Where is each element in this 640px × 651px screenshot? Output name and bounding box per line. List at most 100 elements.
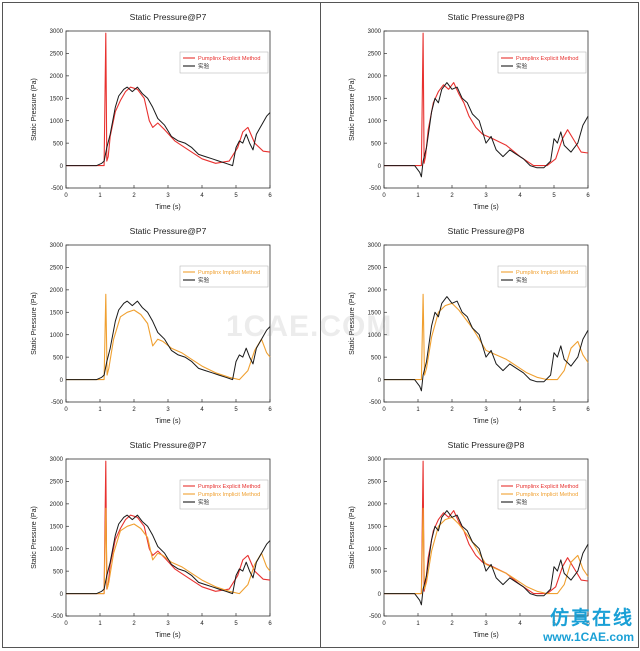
y-tick-label: 1500	[368, 310, 382, 316]
y-tick-label: 2500	[368, 266, 382, 272]
x-tick-label: 0	[64, 621, 68, 627]
chart-svg: Static Pressure@P8-500050010001500200025…	[349, 12, 590, 211]
y-axis-label: Static Pressure (Pa)	[349, 78, 356, 141]
x-axis-label: Time (s)	[473, 418, 498, 425]
left-panel-frame	[2, 2, 321, 648]
x-axis-label: Time (s)	[155, 204, 180, 211]
x-tick-label: 1	[416, 621, 420, 627]
x-tick-label: 5	[234, 407, 238, 413]
y-tick-label: 500	[371, 569, 382, 575]
y-tick-label: 500	[53, 569, 64, 575]
series-line-explicit	[384, 32, 589, 167]
right-panel-frame	[320, 2, 639, 648]
y-tick-label: -500	[369, 400, 382, 406]
chart-svg: Static Pressure@P7-500050010001500200025…	[31, 226, 272, 425]
y-tick-label: 3000	[50, 457, 64, 463]
y-tick-label: 2500	[368, 52, 382, 58]
chart-svg: Static Pressure@P8-500050010001500200025…	[349, 226, 590, 425]
y-tick-label: 500	[53, 141, 64, 147]
x-tick-label: 3	[484, 407, 488, 413]
y-tick-label: 1000	[368, 119, 382, 125]
x-tick-label: 1	[98, 407, 102, 413]
y-tick-label: -500	[369, 614, 382, 620]
chart-title: Static Pressure@P7	[130, 226, 207, 236]
series-line-experiment	[66, 514, 271, 595]
y-axis-label: Static Pressure (Pa)	[31, 78, 38, 141]
chart-p8-implicit: Static Pressure@P8 -500 0 500 1000 1500 2000 25…	[320, 220, 638, 432]
y-tick-label: 2000	[368, 288, 382, 294]
x-tick-label: 4	[200, 407, 204, 413]
legend-label-experiment: 实验	[516, 62, 528, 70]
legend-label-explicit: Pumplinx Explicit Method	[516, 56, 579, 62]
chart-p7-implicit: Static Pressure@P7 -500 0 500 1000 1500 2000 25…	[2, 220, 320, 432]
y-tick-label: 1500	[50, 310, 64, 316]
y-tick-label: 0	[378, 164, 382, 170]
x-tick-label: 0	[64, 193, 68, 199]
y-tick-label: 1500	[368, 96, 382, 102]
x-tick-label: 2	[450, 193, 454, 199]
x-tick-label: 4	[518, 407, 522, 413]
y-tick-label: 3000	[50, 29, 64, 35]
y-axis-label: Static Pressure (Pa)	[31, 506, 38, 569]
y-tick-label: -500	[51, 400, 64, 406]
x-tick-label: 3	[166, 407, 170, 413]
legend-label-explicit: Pumplinx Explicit Method	[516, 484, 579, 490]
legend-label-implicit: Pumplinx Implicit Method	[516, 270, 578, 276]
legend-label-explicit: Pumplinx Explicit Method	[198, 484, 261, 490]
chart-title: Static Pressure@P8	[448, 440, 525, 450]
y-tick-label: 0	[60, 164, 64, 170]
x-axis-label: Time (s)	[473, 204, 498, 211]
series-line-experiment	[384, 296, 589, 392]
legend-box	[497, 265, 587, 288]
x-tick-label: 5	[234, 621, 238, 627]
chart-title: Static Pressure@P8	[448, 12, 525, 22]
legend-box	[179, 51, 269, 74]
x-axis-label: Time (s)	[155, 632, 180, 639]
y-tick-label: 1000	[50, 333, 64, 339]
x-tick-label: 5	[552, 407, 556, 413]
series-line-experiment	[384, 510, 589, 606]
series-line-experiment	[66, 86, 271, 167]
x-tick-label: 6	[268, 407, 272, 413]
series-line-implicit	[66, 507, 271, 595]
y-tick-label: 0	[60, 592, 64, 598]
legend-label-experiment: 实验	[198, 276, 210, 284]
x-tick-label: 0	[64, 407, 68, 413]
chart-title: Static Pressure@P8	[448, 226, 525, 236]
x-tick-label: 5	[552, 193, 556, 199]
y-tick-label: 0	[378, 592, 382, 598]
x-tick-label: 1	[98, 193, 102, 199]
x-tick-label: 5	[234, 193, 238, 199]
y-tick-label: 1000	[50, 547, 64, 553]
chart-p7-combined: Static Pressure@P7 -500 0 500 1000 1500 2000 25…	[2, 434, 320, 646]
x-tick-label: 1	[416, 193, 420, 199]
y-tick-label: 1500	[50, 96, 64, 102]
y-tick-label: -500	[369, 186, 382, 192]
series-line-experiment	[66, 300, 271, 381]
y-tick-label: -500	[51, 186, 64, 192]
x-tick-label: 2	[132, 193, 136, 199]
x-tick-label: 6	[586, 193, 590, 199]
brand-logo: 仿真在线 www.1CAE.com	[543, 603, 634, 644]
x-tick-label: 3	[166, 621, 170, 627]
y-tick-label: 2000	[50, 74, 64, 80]
chart-svg: Static Pressure@P8-500050010001500200025…	[349, 440, 590, 639]
x-tick-label: 3	[166, 193, 170, 199]
x-tick-label: 4	[518, 621, 522, 627]
x-tick-label: 3	[484, 621, 488, 627]
series-line-implicit	[66, 293, 271, 381]
y-tick-label: 2000	[50, 288, 64, 294]
x-tick-label: 2	[450, 621, 454, 627]
chart-p7-explicit: Static Pressure@P7 -500 0 500 1000 1500 2000 25…	[2, 6, 320, 218]
chart-svg: Static Pressure@P7-500050010001500200025…	[31, 12, 272, 211]
y-axis-label: Static Pressure (Pa)	[349, 292, 356, 355]
y-tick-label: 2000	[368, 74, 382, 80]
chart-p8-explicit: Static Pressure@P8 -500 0 500 1000 1500 2000 25…	[320, 6, 638, 218]
x-axis-label: Time (s)	[155, 418, 180, 425]
y-tick-label: 500	[371, 355, 382, 361]
legend-label-implicit: Pumplinx Implicit Method	[198, 270, 260, 276]
x-tick-label: 0	[382, 621, 386, 627]
y-axis-label: Static Pressure (Pa)	[31, 292, 38, 355]
y-tick-label: 2500	[368, 480, 382, 486]
x-tick-label: 6	[586, 621, 590, 627]
